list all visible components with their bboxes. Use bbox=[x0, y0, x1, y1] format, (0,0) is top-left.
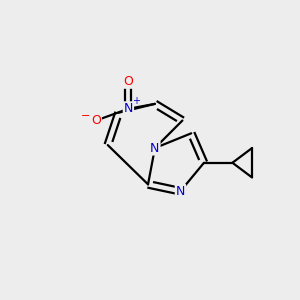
Text: +: + bbox=[132, 96, 140, 106]
Text: N: N bbox=[176, 185, 185, 198]
Text: N: N bbox=[150, 142, 160, 154]
Text: O: O bbox=[91, 114, 101, 127]
Text: N: N bbox=[124, 102, 133, 115]
Text: O: O bbox=[124, 75, 133, 88]
Text: −: − bbox=[81, 111, 90, 121]
